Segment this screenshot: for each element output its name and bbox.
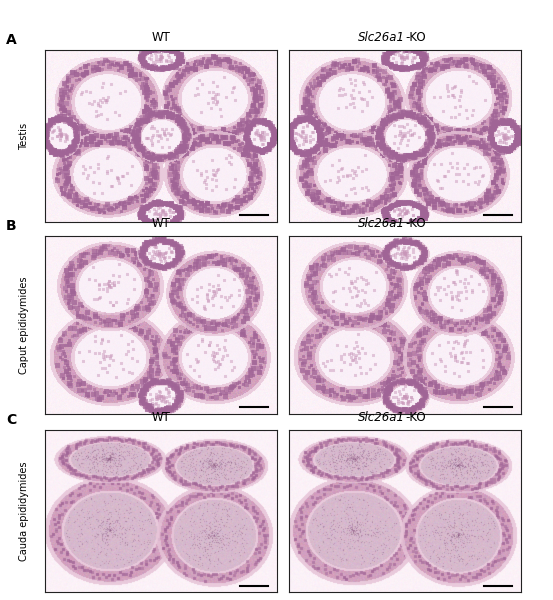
Text: B: B [6,219,17,233]
Text: Caput epididymides: Caput epididymides [19,276,29,374]
Text: -KO: -KO [405,31,426,44]
Text: WT: WT [152,31,170,44]
Text: WT: WT [152,217,170,230]
Text: C: C [6,413,16,427]
Text: Testis: Testis [19,122,29,149]
Text: A: A [6,33,17,47]
Text: Cauda epididymides: Cauda epididymides [19,461,29,561]
Text: WT: WT [152,411,170,424]
Text: Slc26a1: Slc26a1 [358,31,405,44]
Text: -KO: -KO [405,217,426,230]
Text: -KO: -KO [405,411,426,424]
Text: Slc26a1: Slc26a1 [358,411,405,424]
Text: Slc26a1: Slc26a1 [358,217,405,230]
